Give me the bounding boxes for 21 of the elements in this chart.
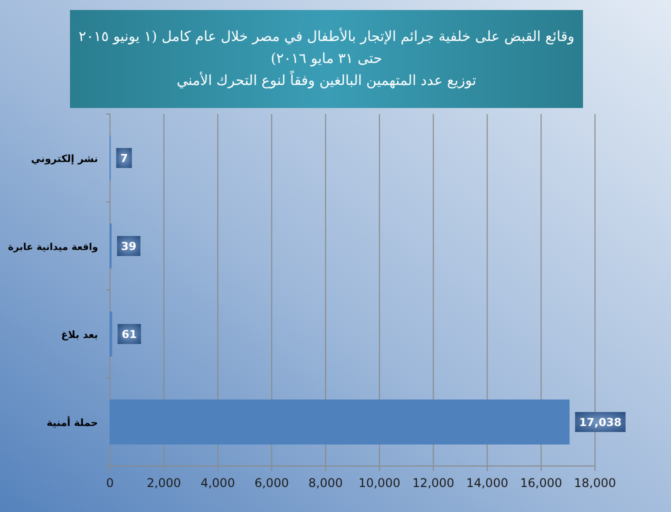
x-tick-label: 2,000 bbox=[146, 476, 182, 490]
x-tick-label: 6,000 bbox=[254, 476, 289, 490]
data-label: 39 bbox=[121, 240, 136, 253]
x-tick-label: 0 bbox=[106, 476, 114, 490]
y-tick-label: نشر إلكتروني bbox=[30, 154, 98, 165]
y-tick-label: حملة أمنية bbox=[46, 416, 98, 429]
bar bbox=[110, 400, 570, 444]
x-tick-label: 18,000 bbox=[574, 476, 616, 490]
x-tick-label: 10,000 bbox=[358, 476, 400, 490]
data-label: 61 bbox=[122, 328, 137, 341]
data-label: 7 bbox=[120, 152, 128, 165]
chart-subtitle: توزيع عدد المتهمين البالغين وفقاً لنوع التحرك الأمني bbox=[176, 70, 478, 91]
x-tick-label: 4,000 bbox=[200, 476, 235, 490]
y-tick-label: واقعة ميدانية عابرة bbox=[8, 242, 98, 253]
data-label: 17,038 bbox=[579, 416, 622, 429]
y-tick-label: بعد بلاغ bbox=[61, 330, 98, 341]
x-tick-label: 12,000 bbox=[412, 476, 454, 490]
x-tick-label: 14,000 bbox=[466, 476, 508, 490]
x-tick-label: 8,000 bbox=[308, 476, 343, 490]
chart-title: وقائع القبض على خلفية جرائم الإتجار بالأطفال في مصر خلال عام كامل (١ يونيو ٢٠١٥ حتى ٣١ مايو ٢٠١٦) bbox=[78, 26, 576, 69]
x-tick-label: 16,000 bbox=[520, 476, 562, 490]
